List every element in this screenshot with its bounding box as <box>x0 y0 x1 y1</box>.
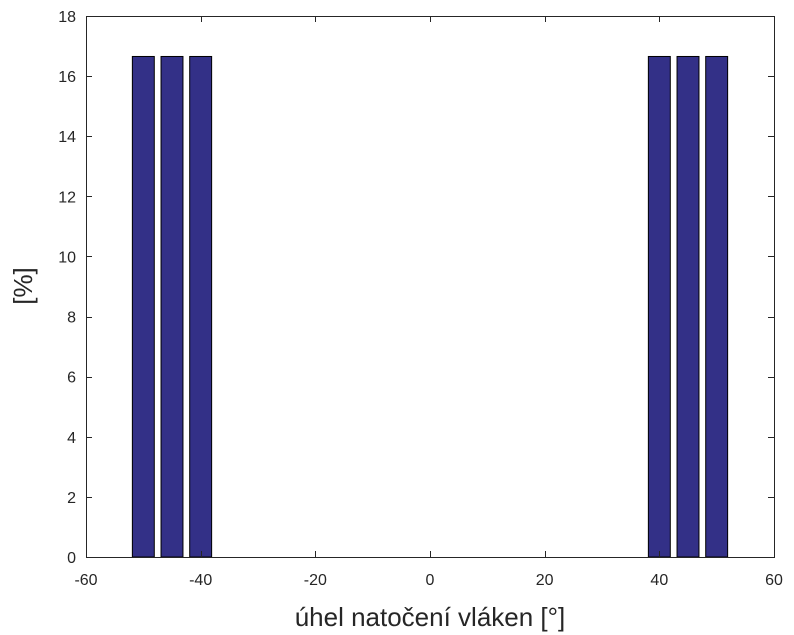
y-tick-label: 4 <box>67 430 76 447</box>
bar <box>705 55 729 558</box>
bar <box>647 55 671 558</box>
x-tick-label: -40 <box>189 572 212 589</box>
x-tick-label: 60 <box>765 572 783 589</box>
y-tick-label: 18 <box>58 9 76 26</box>
bar <box>131 55 155 558</box>
y-axis-label: [%] <box>8 267 38 305</box>
y-axis-ticks: 0 2 4 6 8 10 12 14 16 18 <box>58 9 774 567</box>
bar <box>676 55 700 558</box>
bar <box>160 55 184 558</box>
y-tick-label: 12 <box>58 189 76 206</box>
x-tick-label: -60 <box>74 572 97 589</box>
y-tick-label: 16 <box>58 69 76 86</box>
x-axis-label: úhel natočení vláken [°] <box>295 602 566 632</box>
bar <box>189 55 213 558</box>
x-tick-label: 40 <box>650 572 668 589</box>
y-tick-label: 8 <box>67 310 76 327</box>
y-tick-label: 10 <box>58 249 76 266</box>
x-axis-ticks: -60 -40 -20 0 20 40 60 <box>74 16 783 589</box>
y-tick-label: 2 <box>67 490 76 507</box>
y-tick-label: 14 <box>58 129 76 146</box>
y-tick-label: 6 <box>67 370 76 387</box>
x-tick-label: 20 <box>536 572 554 589</box>
x-tick-label: 0 <box>426 572 435 589</box>
bars-group <box>131 55 729 558</box>
y-tick-label: 0 <box>67 550 76 567</box>
x-tick-label: -20 <box>304 572 327 589</box>
